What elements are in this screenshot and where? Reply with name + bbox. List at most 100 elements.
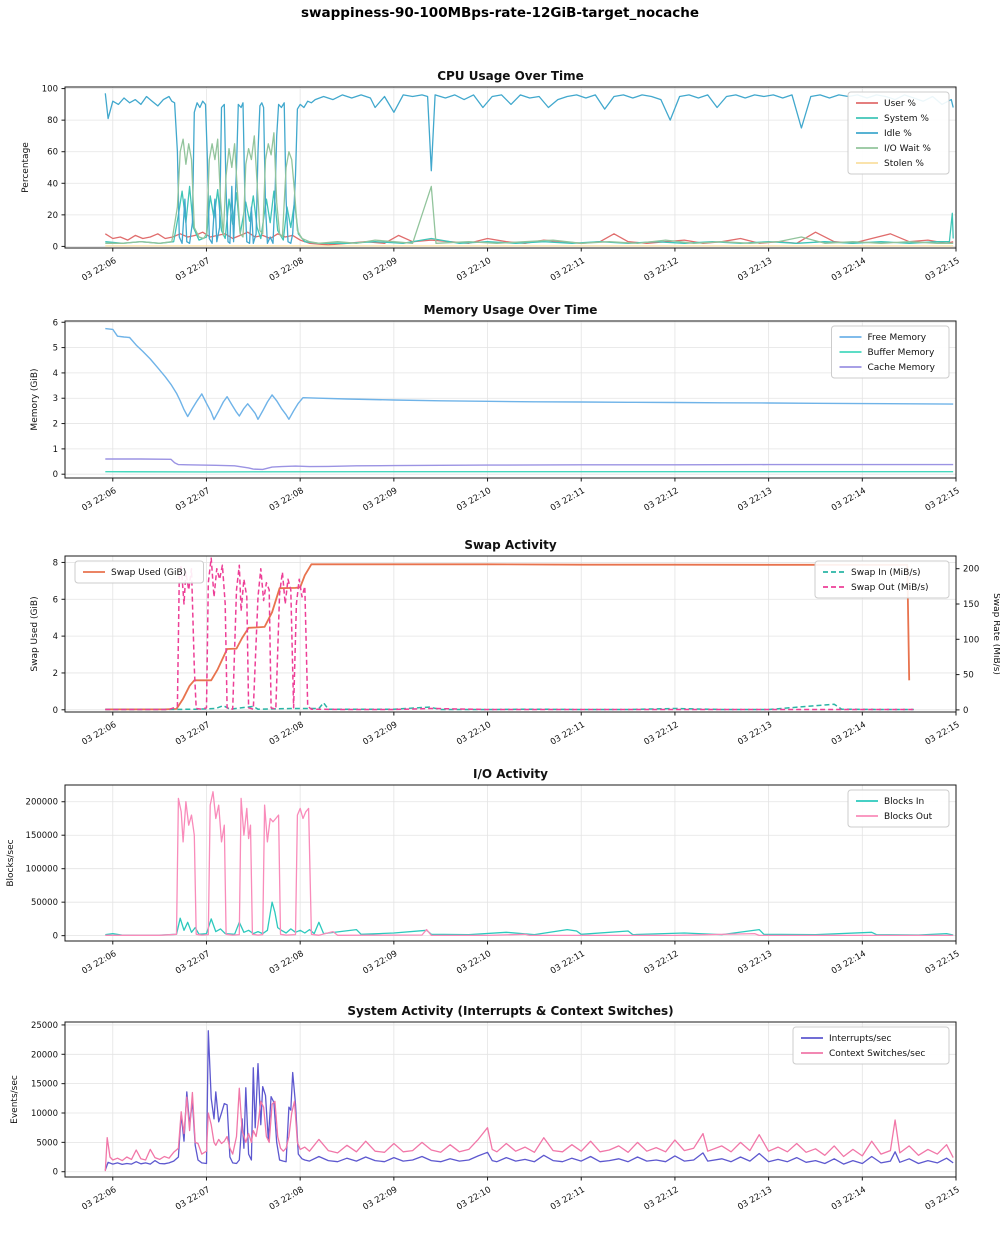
legend-box [831, 325, 950, 379]
memory-chart: 0 1 2 3 4 5 6 03 22:06 03 22:07 03 22:08 03 22:09 0… [30, 303, 962, 514]
x-tick-label: 03 22:12 [643, 486, 681, 514]
x-tick-label: 03 22:08 [268, 486, 306, 514]
y-tick-label: 3 [53, 394, 58, 404]
x-tick-label: 03 22:11 [549, 486, 587, 514]
y-axis-label: Blocks/sec [6, 839, 16, 886]
y-tick-label: 4 [53, 369, 58, 379]
legend-box [814, 560, 950, 599]
series-idle- [104, 93, 954, 244]
legend-box [792, 1026, 950, 1065]
y-tick-label: 2 [53, 669, 58, 679]
swap-chart: 0 2 4 6 8 0 50 100 150 200 Swap Rate (MiB/s) 03 22:… [30, 538, 1000, 748]
legend-label: Swap Out (MiB/s) [851, 583, 929, 593]
x-tick-label: 03 22:09 [361, 720, 399, 748]
x-tick-label: 03 22:14 [830, 256, 868, 284]
series-cache-memory [105, 458, 954, 471]
plot-border [64, 1021, 957, 1178]
series-context-switches-sec [104, 1087, 954, 1172]
y-tick-label: 1 [53, 445, 58, 455]
y-tick-label: 60 [47, 148, 58, 158]
y-tick-label: 150000 [26, 831, 58, 841]
right-y-tick-label: 200 [963, 565, 979, 575]
series-blocks-out [105, 791, 954, 937]
plot-border [64, 784, 957, 942]
legend-label: Swap In (MiB/s) [851, 568, 921, 578]
y-tick-label: 100 [42, 85, 58, 95]
legend-label: Blocks In [884, 797, 924, 807]
x-tick-label: 03 22:10 [455, 720, 493, 748]
y-tick-label: 10000 [31, 1109, 58, 1119]
y-tick-label: 200000 [26, 798, 58, 808]
x-tick-label: 03 22:13 [736, 486, 774, 514]
x-tick-label: 03 22:15 [924, 486, 962, 514]
chart-title-swap: Swap Activity [464, 538, 557, 552]
y-tick-label: 0 [53, 1168, 58, 1178]
x-tick-label: 03 22:11 [549, 720, 587, 748]
y-axis-label: Memory (GiB) [30, 368, 40, 430]
legend-box [74, 560, 204, 584]
y-tick-label: 6 [53, 595, 58, 605]
legend-label: Blocks Out [884, 812, 933, 822]
x-tick-label: 03 22:06 [80, 256, 118, 284]
legend-box [847, 789, 950, 828]
right-axis-label: Swap Rate (MiB/s) [991, 593, 1000, 675]
y-tick-label: 0 [53, 932, 58, 942]
x-tick-label: 03 22:12 [643, 256, 681, 284]
x-tick-label: 03 22:09 [361, 486, 399, 514]
y-tick-label: 20 [47, 211, 58, 221]
legend-label: Idle % [884, 129, 912, 139]
x-tick-label: 03 22:15 [924, 720, 962, 748]
right-y-tick-label: 150 [963, 600, 979, 610]
y-tick-label: 20000 [31, 1050, 58, 1060]
legend-label: System % [884, 114, 929, 124]
x-tick-label: 03 22:10 [455, 486, 493, 514]
chart-title-cpu: CPU Usage Over Time [437, 69, 584, 83]
x-tick-label: 03 22:13 [736, 1185, 774, 1213]
chart-title-system: System Activity (Interrupts & Context Sw… [347, 1004, 673, 1018]
x-tick-label: 03 22:10 [455, 1185, 493, 1213]
x-tick-label: 03 22:15 [924, 949, 962, 977]
y-axis-label: Events/sec [10, 1075, 20, 1124]
legend-label: Cache Memory [868, 363, 936, 373]
y-tick-label: 0 [53, 242, 58, 252]
right-y-tick-label: 100 [963, 635, 979, 645]
x-tick-label: 03 22:11 [549, 1185, 587, 1213]
x-tick-label: 03 22:06 [80, 486, 118, 514]
x-tick-label: 03 22:06 [80, 1185, 118, 1213]
x-tick-label: 03 22:07 [174, 1185, 212, 1213]
legend-label: I/O Wait % [884, 144, 931, 154]
series-blocks-in [105, 901, 954, 936]
y-tick-label: 0 [53, 706, 58, 716]
x-tick-label: 03 22:08 [268, 720, 306, 748]
x-tick-label: 03 22:10 [455, 949, 493, 977]
x-tick-label: 03 22:14 [830, 720, 868, 748]
x-tick-label: 03 22:14 [830, 486, 868, 514]
legend-label: Stolen % [884, 159, 924, 169]
x-tick-label: 03 22:14 [830, 949, 868, 977]
y-tick-label: 6 [53, 318, 58, 328]
legend-label: User % [884, 99, 916, 109]
x-tick-label: 03 22:09 [361, 1185, 399, 1213]
y-tick-label: 100000 [26, 865, 58, 875]
system-chart: 0 5000 10000 15000 20000 25000 03 22:06 03 22:0… [10, 1004, 962, 1213]
y-tick-label: 5000 [36, 1138, 58, 1148]
page-title: swappiness-90-100MBps-rate-12GiB-target_… [301, 5, 699, 21]
x-tick-label: 03 22:08 [268, 1185, 306, 1213]
x-tick-label: 03 22:07 [174, 256, 212, 284]
x-tick-label: 03 22:09 [361, 256, 399, 284]
x-tick-label: 03 22:12 [643, 1185, 681, 1213]
y-tick-label: 25000 [31, 1021, 58, 1031]
x-tick-label: 03 22:07 [174, 486, 212, 514]
legend-box [847, 91, 950, 175]
io-chart: 0 50000 100000 150000 200000 03 22:06 03 22:07… [6, 767, 962, 977]
x-tick-label: 03 22:12 [643, 720, 681, 748]
series-swap-out-mib-s- [105, 557, 914, 711]
cpu-chart: 0 20 40 60 80 100 03 22:06 03 22:07 03 22:08 03 2… [21, 69, 962, 284]
plot-border [64, 320, 957, 479]
chart-title-io: I/O Activity [473, 767, 548, 781]
x-tick-label: 03 22:08 [268, 949, 306, 977]
plot-border [64, 86, 957, 249]
x-tick-label: 03 22:14 [830, 1185, 868, 1213]
x-tick-label: 03 22:12 [643, 949, 681, 977]
